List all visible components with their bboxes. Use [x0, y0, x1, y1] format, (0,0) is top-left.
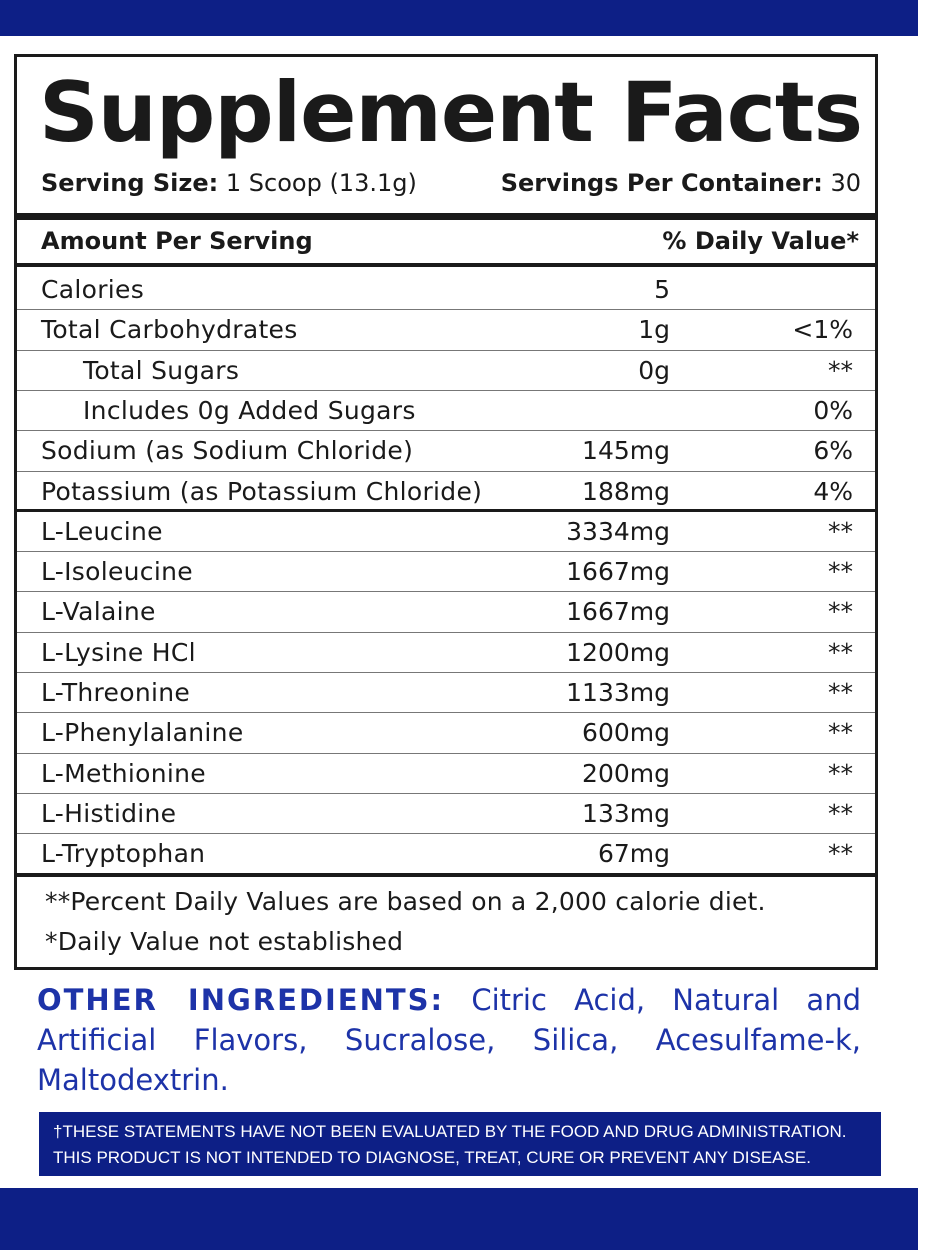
- row-divider: [17, 309, 875, 311]
- nutrient-daily-value: **: [828, 839, 853, 869]
- nutrient-amount: 188mg: [582, 476, 670, 506]
- nutrient-name: Sodium (as Sodium Chloride): [41, 436, 414, 466]
- nutrient-name: L-Valaine: [41, 597, 156, 627]
- row-divider: [17, 792, 875, 794]
- nutrient-name: L-Lysine HCl: [41, 637, 196, 667]
- serving-size-value: 1 Scoop (13.1g): [218, 169, 417, 197]
- row-divider: [17, 470, 875, 472]
- serving-size-label: Serving Size:: [41, 169, 219, 197]
- nutrient-name: L-Histidine: [41, 798, 177, 828]
- nutrient-daily-value: **: [828, 798, 853, 828]
- nutrient-amount: 145mg: [582, 436, 670, 466]
- nutrient-daily-value: **: [828, 516, 853, 546]
- disclaimer-line-1: †THESE STATEMENTS HAVE NOT BEEN EVALUATE…: [53, 1122, 847, 1141]
- row-divider: [17, 833, 875, 835]
- nutrient-row: L-Lysine HCl 1200mg **: [17, 632, 875, 672]
- nutrient-row: L-Histidine 133mg **: [17, 793, 875, 833]
- nutrient-name: L-Isoleucine: [41, 557, 193, 587]
- servings-label: Servings Per Container:: [500, 169, 823, 197]
- nutrient-daily-value: <1%: [792, 315, 853, 345]
- footnote-dv-not-established: *Daily Value not established: [45, 927, 404, 956]
- nutrient-name: L-Leucine: [41, 516, 163, 546]
- nutrient-name: L-Methionine: [41, 758, 206, 788]
- nutrient-row: Total Sugars 0g **: [17, 350, 875, 390]
- nutrient-daily-value: **: [828, 557, 853, 587]
- column-header: Amount Per Serving % Daily Value*: [41, 227, 859, 255]
- row-divider: [17, 591, 875, 593]
- nutrient-name: L-Threonine: [41, 678, 191, 707]
- nutrient-amount: 1200mg: [566, 637, 670, 667]
- nutrient-name: Calories: [41, 275, 145, 304]
- thick-divider: [17, 213, 875, 220]
- nutrient-name: L-Tryptophan: [41, 839, 206, 869]
- row-divider: [17, 631, 875, 633]
- top-color-band: [0, 0, 918, 36]
- nutrient-row: L-Leucine 3334mg **: [17, 511, 875, 551]
- nutrient-row: L-Isoleucine 1667mg **: [17, 551, 875, 591]
- nutrient-row: Potassium (as Potassium Chloride) 188mg 4%: [17, 471, 875, 511]
- nutrient-daily-value: **: [828, 758, 853, 788]
- row-divider: [17, 712, 875, 714]
- nutrient-amount: 67mg: [597, 839, 670, 869]
- other-ingredients-text: Citric Acid, Natural and Artificial Flav…: [37, 983, 861, 1097]
- bottom-color-band: [0, 1188, 918, 1250]
- amount-per-serving-header: Amount Per Serving: [41, 227, 313, 255]
- nutrient-amount: 1667mg: [566, 597, 670, 627]
- supplement-facts-panel: Supplement Facts Serving Size: 1 Scoop (…: [14, 54, 878, 970]
- nutrient-amount: 200mg: [582, 758, 670, 788]
- nutrient-daily-value: **: [828, 678, 853, 707]
- nutrient-row: Total Carbohydrates 1g <1%: [17, 309, 875, 349]
- section-divider: [17, 509, 875, 513]
- row-divider: [17, 752, 875, 754]
- footnote-divider: [17, 873, 875, 877]
- row-divider: [17, 551, 875, 553]
- row-divider: [17, 389, 875, 391]
- nutrient-row: Sodium (as Sodium Chloride) 145mg 6%: [17, 430, 875, 470]
- row-divider: [17, 349, 875, 351]
- nutrient-amount: 0g: [638, 355, 670, 385]
- nutrient-row: L-Methionine 200mg **: [17, 753, 875, 793]
- nutrient-row: L-Valaine 1667mg **: [17, 591, 875, 631]
- nutrient-row: L-Phenylalanine 600mg **: [17, 712, 875, 752]
- other-ingredients: OTHER INGREDIENTS: Citric Acid, Natural …: [37, 980, 861, 1100]
- nutrient-name: Total Carbohydrates: [41, 315, 298, 345]
- nutrient-amount: 1133mg: [566, 678, 670, 707]
- nutrient-daily-value: **: [828, 718, 853, 748]
- nutrient-name: Total Sugars: [83, 355, 240, 385]
- nutrient-amount: 1667mg: [566, 557, 670, 587]
- row-divider: [17, 430, 875, 432]
- nutrient-amount: 1g: [638, 315, 670, 345]
- nutrient-amount: 600mg: [582, 718, 670, 748]
- row-divider: [17, 672, 875, 673]
- servings-value: 30: [822, 169, 861, 197]
- nutrient-amount: 5: [654, 275, 670, 304]
- nutrient-row: Calories 5: [17, 269, 875, 309]
- daily-value-header: % Daily Value*: [662, 227, 859, 255]
- nutrient-amount: 3334mg: [566, 516, 670, 546]
- servings-per-container: Servings Per Container: 30: [501, 169, 861, 197]
- disclaimer-line-2: THIS PRODUCT IS NOT INTENDED TO DIAGNOSE…: [53, 1148, 811, 1167]
- nutrient-daily-value: **: [828, 355, 853, 385]
- nutrient-daily-value: 4%: [813, 476, 853, 506]
- footnote-percent-dv: **Percent Daily Values are based on a 2,…: [45, 887, 766, 916]
- nutrient-name: L-Phenylalanine: [41, 718, 244, 748]
- nutrient-daily-value: 0%: [813, 395, 853, 425]
- nutrient-row: Includes 0g Added Sugars 0%: [17, 390, 875, 430]
- nutrient-daily-value: **: [828, 597, 853, 627]
- header-divider: [17, 263, 875, 267]
- nutrient-daily-value: **: [828, 637, 853, 667]
- nutrient-name: Includes 0g Added Sugars: [83, 395, 416, 425]
- serving-info: Serving Size: 1 Scoop (13.1g) Servings P…: [41, 169, 861, 197]
- nutrient-row: L-Threonine 1133mg **: [17, 672, 875, 712]
- right-edge-strip: [918, 0, 925, 1250]
- nutrient-name: Potassium (as Potassium Chloride): [41, 476, 483, 506]
- fda-disclaimer: †THESE STATEMENTS HAVE NOT BEEN EVALUATE…: [39, 1112, 881, 1176]
- panel-title: Supplement Facts: [39, 64, 863, 161]
- nutrient-amount: 133mg: [582, 798, 670, 828]
- nutrient-daily-value: 6%: [813, 436, 853, 466]
- other-ingredients-heading: OTHER INGREDIENTS:: [37, 983, 445, 1017]
- nutrient-row: L-Tryptophan 67mg **: [17, 833, 875, 873]
